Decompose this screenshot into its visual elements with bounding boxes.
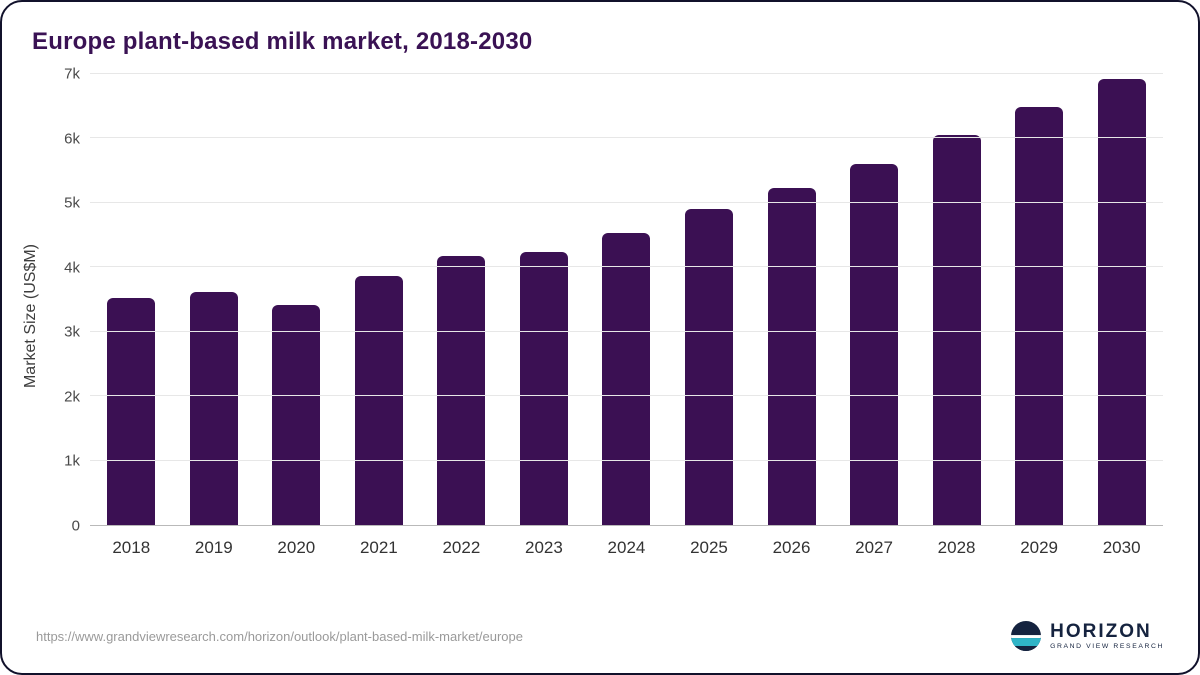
y-axis-label: Market Size (US$M) (22, 243, 39, 389)
bar-2022 (437, 256, 486, 525)
x-axis-labels: 2018 2019 2020 2021 2022 2023 2024 2025 2026 2027… (90, 526, 1163, 558)
bar-slot (420, 74, 503, 525)
bar-slot (915, 74, 998, 525)
gridline (90, 266, 1163, 268)
y-tick-label: 2k (64, 388, 80, 406)
x-tick-label-2028: 2028 (937, 538, 976, 557)
x-tick-label-2021: 2021 (359, 538, 398, 557)
page-title: Europe plant-based milk market, 2018-203… (32, 28, 533, 55)
bar-slot (90, 74, 173, 525)
x-tick-label-2019: 2019 (194, 538, 233, 557)
bar-2029 (1015, 106, 1064, 525)
bar-2026 (767, 188, 816, 525)
x-tick-label-2030: 2030 (1102, 538, 1141, 557)
bar-slot (668, 74, 751, 525)
plot (90, 73, 1163, 526)
y-tick-label: 7k (64, 65, 80, 83)
x-tick-label-2020: 2020 (277, 538, 316, 557)
bar-2024 (602, 233, 651, 525)
y-axis-label-wrap: Market Size (US$M) (16, 74, 46, 558)
bar-2018 (107, 297, 156, 525)
y-tick-label: 5k (64, 194, 80, 212)
chart-area: Market Size (US$M) 0 1k 2k 3k 4k 5k 6k 7k 2018 2… (16, 66, 1163, 558)
gridline (90, 330, 1163, 332)
bar-2027 (850, 164, 899, 525)
gridline (90, 73, 1163, 74)
gridline (90, 201, 1163, 203)
x-tick-label-2018: 2018 (112, 538, 151, 557)
x-tick-label-2024: 2024 (607, 538, 646, 557)
x-tick-label-2025: 2025 (690, 538, 728, 557)
x-tick-label-2023: 2023 (525, 538, 563, 557)
bar-slot (338, 74, 421, 525)
logo-subtitle: GRAND VIEW RESEARCH (1050, 642, 1164, 650)
y-tick-label: 3k (64, 323, 80, 341)
bar-slot (750, 74, 833, 525)
horizon-logo-icon (1011, 621, 1042, 651)
bar-slot (998, 74, 1081, 525)
bar-2023 (519, 252, 568, 525)
bar-slot (255, 74, 338, 525)
horizon-logo: HORIZON GRAND VIEW RESEARCH (1011, 621, 1164, 651)
bar-2019 (189, 291, 238, 525)
x-tick-label-2027: 2027 (855, 538, 893, 557)
bar-2030 (1097, 78, 1146, 525)
source-url: https://www.grandviewresearch.com/horizo… (36, 628, 523, 644)
bar-slot (173, 74, 256, 525)
gridline (90, 137, 1163, 139)
x-tick-label-2022: 2022 (442, 538, 481, 557)
y-tick-label: 6k (64, 130, 80, 148)
bar-2020 (272, 305, 321, 525)
y-tick-label: 0 (71, 517, 80, 535)
bar-slot (585, 74, 668, 525)
bar-slot (833, 74, 916, 525)
gridline (90, 395, 1163, 397)
bar-slot (1080, 74, 1163, 525)
bar-2025 (684, 208, 733, 525)
footer: https://www.grandviewresearch.com/horizo… (2, 621, 1198, 673)
logo-text: HORIZON GRAND VIEW RESEARCH (1050, 622, 1164, 651)
bar-slot (503, 74, 586, 525)
y-tick-label: 1k (64, 452, 80, 470)
bar-series (90, 74, 1163, 525)
plot-area: 0 1k 2k 3k 4k 5k 6k 7k 2018 2019 2020 2021 2022 2023… (46, 66, 1163, 558)
x-tick-label-2029: 2029 (1020, 538, 1059, 557)
x-tick-label-2026: 2026 (772, 538, 811, 557)
logo-title: HORIZON (1050, 620, 1152, 642)
bar-2021 (354, 276, 403, 525)
y-tick-label: 4k (64, 259, 80, 277)
gridline (90, 459, 1163, 461)
y-axis-ticks: 0 1k 2k 3k 4k 5k 6k 7k (46, 66, 90, 535)
